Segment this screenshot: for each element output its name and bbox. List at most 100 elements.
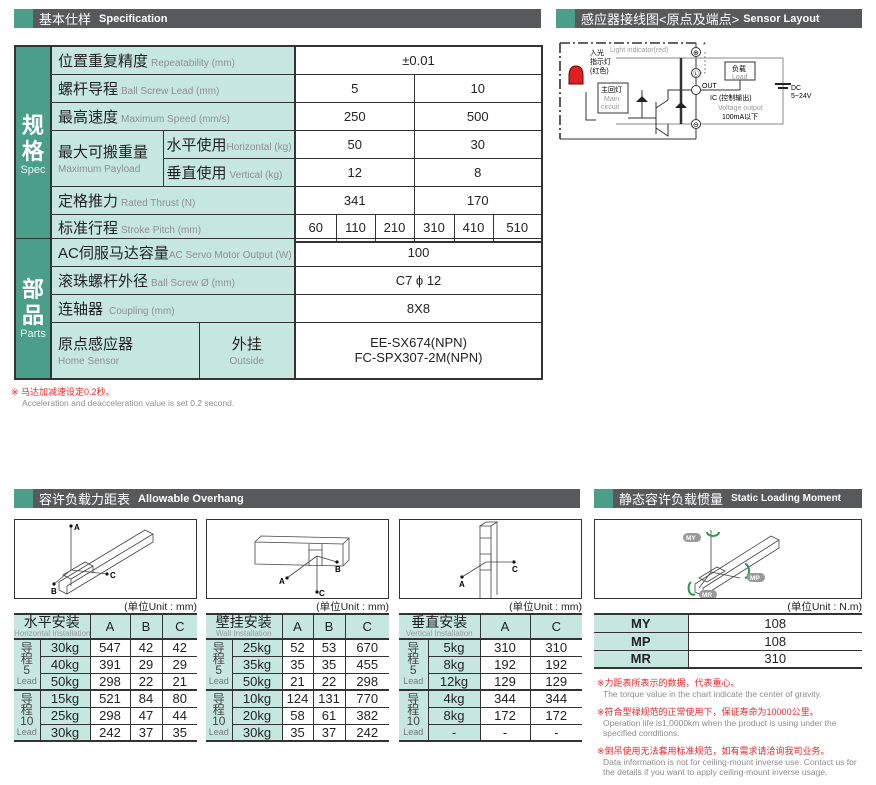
diode-icon	[636, 96, 687, 108]
column-header: A	[479, 613, 531, 640]
table-row: 导程 5 Lead 30kg 547 42 42	[14, 638, 198, 691]
mp-label: MP	[750, 575, 760, 582]
load-weight-cell: 12kg	[427, 672, 481, 691]
label-cn: AC伺服马达容量	[58, 245, 169, 262]
moment-row: MP 108	[594, 631, 862, 651]
spec-section-header: 基本仕样 Specification	[14, 9, 541, 28]
label-cn: 最大可搬重量	[58, 144, 149, 161]
load-weight-cell: 8kg	[427, 655, 481, 674]
overhang-value-cell: 172	[479, 706, 531, 725]
table-row: 导程 10 Lead 15kg 521 84 80	[14, 689, 198, 742]
lead-cn: 程	[212, 651, 225, 666]
load-weight-cell: 4kg	[427, 689, 481, 708]
label-cn: 螺杆导程	[58, 80, 119, 98]
overhang-value-cell: 52	[281, 638, 314, 657]
wall-installation-diagram: A B C	[206, 519, 389, 599]
lead-label: 螺杆导程 Ball Screw Lead (mm)	[50, 73, 296, 103]
label-cn: 最高速度	[58, 108, 119, 126]
label-en: Maximum Speed (mm/s)	[121, 113, 230, 125]
main-circuit-label-cn: 主回灯	[601, 85, 622, 94]
overhang-value-cell: 310	[479, 638, 531, 657]
minus-terminal-label: ⊖	[693, 122, 699, 129]
table-row: 25kg 298 47 44	[14, 706, 198, 725]
overhang-value-cell: 21	[281, 672, 314, 691]
stroke-label: 标准行程 Stroke Pitch (mm)	[50, 213, 296, 243]
spec-note-cn: ※ 马达加减速设定0.2秒。	[11, 387, 115, 397]
overhang-value-cell: 42	[161, 638, 198, 657]
label-cn: 外挂	[231, 336, 262, 354]
load-weight-cell: 15kg	[39, 689, 91, 708]
overhang-value-cell: 35	[281, 723, 314, 742]
sensor-section-header: 感应器接线图<原点及端点> Sensor Layout	[556, 9, 862, 28]
label-cn: 连轴器	[58, 301, 104, 318]
lead-cn: 程	[407, 651, 420, 666]
axis-label-c: C	[110, 571, 116, 580]
unit-label: (单位Unit : mm)	[124, 601, 197, 613]
installation-title: 水平安装 Horizontal Installation	[14, 613, 91, 640]
table-row: 导程 10 Lead 10kg 124 131 770	[206, 689, 389, 742]
parts-row-motor: 部品 Parts AC伺服马达容量AC Servo Motor Output (W…	[14, 238, 543, 379]
overhang-section-header: 容许负载力距表 Allowable Overhang	[14, 489, 580, 508]
thrust-value: 170	[413, 185, 543, 215]
spec-group-en: Spec	[20, 163, 46, 176]
overhang-value-cell: 131	[312, 689, 346, 708]
lead-cn: 导	[20, 691, 33, 706]
overhang-value-cell: 61	[312, 706, 346, 725]
thrust-value: 341	[294, 185, 415, 215]
overhang-value-cell: 35	[312, 655, 346, 674]
spec-note-en: Acceleration and deacceleration value is…	[22, 398, 235, 408]
label-cn: 垂直使用	[166, 164, 227, 182]
label-en: AC Servo Motor Output (W)	[168, 250, 292, 261]
stroke-value: 310	[413, 213, 455, 243]
main-circuit-box	[597, 82, 629, 114]
overhang-value-cell: -	[529, 723, 583, 742]
vertical-installation-diagram: A C	[399, 519, 582, 599]
static-moment-diagram: MY MP MR	[594, 519, 862, 599]
lead-value: 5	[294, 73, 415, 103]
overhang-header-en: Allowable Overhang	[138, 492, 244, 505]
lead-group-label: 导程 10 Lead	[14, 689, 41, 742]
wall-overhang-table: 壁挂安装 Wall Installation A B C 导程 5 Lead 25kg 52 53 6…	[206, 613, 389, 742]
overhang-value-cell: 298	[89, 706, 131, 725]
label-en: Vertical (kg)	[229, 169, 283, 181]
column-header: C	[344, 613, 389, 640]
header-accent-block	[556, 9, 575, 28]
terminal-icons	[691, 47, 701, 129]
horizontal-overhang-table: 水平安装 Horizontal Installation A B C 导程 5 Lead 30k…	[14, 613, 198, 742]
light-indicator-label: Light indicator(red)	[610, 47, 668, 54]
header-accent-block	[594, 489, 613, 508]
lead-cn: 程	[20, 651, 33, 666]
spec-group-cn: 规格	[21, 112, 44, 164]
overhang-value-cell: 391	[89, 655, 131, 674]
overhang-value-cell: 310	[529, 638, 583, 657]
label-en: Ball Screw Ø (mm)	[151, 278, 235, 289]
repeatability-label: 位置重复精度 Repeatability (mm)	[50, 45, 296, 75]
table-row: 导程 5 Lead 5kg 310 310	[399, 638, 583, 691]
parts-row-coupling: 连轴器 Coupling (mm) 8X8	[15, 294, 543, 323]
stroke-value: 110	[335, 213, 376, 243]
table-row: 导程 5 Lead 25kg 52 53 670	[206, 638, 389, 691]
load-weight-cell: 5kg	[427, 638, 481, 657]
moment-row: MY 108	[594, 613, 862, 633]
overhang-value-cell: 455	[344, 655, 389, 674]
payload-vertical-label: 垂直使用 Vertical (kg)	[162, 157, 296, 187]
load-weight-cell: 30kg	[39, 723, 91, 742]
overhang-value-cell: 124	[281, 689, 314, 708]
overhang-value-cell: 382	[344, 706, 389, 725]
load-weight-cell: 25kg	[39, 706, 91, 725]
lead-group-label: 导程 5 Lead	[14, 638, 41, 691]
main-circuit-label-en: Main	[604, 96, 619, 103]
my-label: MY	[686, 535, 696, 542]
overhang-value-cell: 35	[161, 723, 198, 742]
overhang-header-cn: 容许负载力距表	[39, 492, 131, 507]
table-row: 8kg 192 192	[399, 655, 583, 674]
stroke-value: 210	[374, 213, 415, 243]
out-label: OUT	[702, 83, 718, 90]
axis-label-a: A	[279, 577, 285, 586]
lead-en: Lead	[208, 675, 229, 686]
home-sensor-value: EE-SX674(NPN) FC-SPX307-2M(NPN)	[294, 322, 543, 379]
load-weight-cell: 50kg	[39, 672, 91, 691]
lead-number: 5	[23, 662, 31, 677]
dc-label: DC	[791, 85, 801, 92]
lead-cn: 导	[407, 691, 420, 706]
